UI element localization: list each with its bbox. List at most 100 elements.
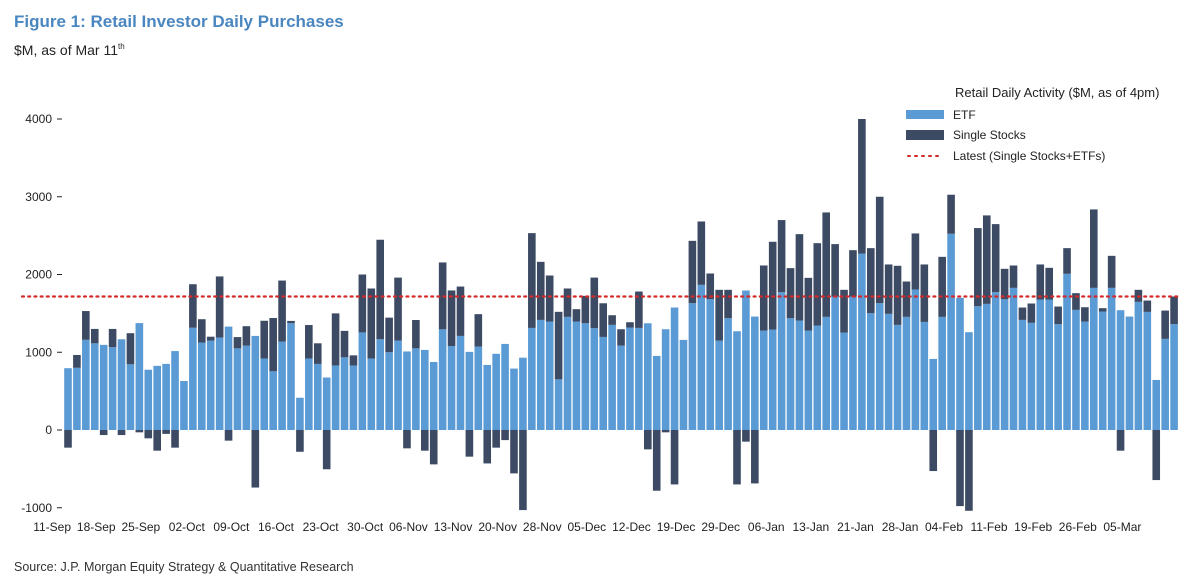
bar-etf xyxy=(956,297,964,430)
bar-etf xyxy=(260,358,269,430)
bar-etf xyxy=(572,321,581,430)
bar-single-stocks xyxy=(385,317,393,353)
bar-single-stocks xyxy=(938,256,946,317)
figure-subtitle: $M, as of Mar 11th xyxy=(14,42,125,58)
bar-single-stocks xyxy=(840,289,848,333)
figure-title: Figure 1: Retail Investor Daily Purchase… xyxy=(14,12,344,31)
bar-single-stocks xyxy=(99,430,108,436)
x-tick-label: 05-Mar xyxy=(1103,520,1141,534)
y-axis: -1000 0 1000 2000 3000 4000 xyxy=(21,112,62,515)
bar-single-stocks xyxy=(920,264,929,322)
bar-single-stocks xyxy=(367,288,376,359)
bar-single-stocks xyxy=(349,355,358,366)
bar-etf xyxy=(626,327,634,430)
bar-etf xyxy=(831,296,839,430)
bar-single-stocks xyxy=(447,290,456,347)
bar-single-stocks xyxy=(1018,307,1027,320)
bar-single-stocks xyxy=(492,430,500,448)
bar-single-stocks xyxy=(313,343,322,364)
bar-etf xyxy=(875,303,884,430)
bar-etf xyxy=(1116,310,1125,430)
bar-single-stocks xyxy=(777,220,786,293)
bar-single-stocks xyxy=(331,313,340,366)
bar-single-stocks xyxy=(501,430,509,441)
bar-etf xyxy=(349,365,358,430)
bar-etf xyxy=(1000,299,1009,430)
bar-etf xyxy=(590,328,599,430)
bar-single-stocks xyxy=(242,326,251,346)
bar-single-stocks xyxy=(1054,306,1062,325)
x-tick-label: 18-Sep xyxy=(77,520,116,534)
bar-etf xyxy=(938,316,946,430)
bar-single-stocks xyxy=(786,268,795,319)
bar-single-stocks xyxy=(858,119,866,254)
bar-etf xyxy=(867,313,875,430)
bar-etf xyxy=(982,303,991,430)
legend-label-latest: Latest (Single Stocks+ETFs) xyxy=(953,149,1105,163)
bar-etf xyxy=(64,368,72,430)
bar-etf xyxy=(1090,287,1098,430)
bars xyxy=(64,119,1178,511)
bar-etf xyxy=(1027,322,1036,430)
bar-single-stocks xyxy=(215,276,224,338)
bar-single-stocks xyxy=(171,430,179,448)
bar-etf xyxy=(751,316,759,430)
bar-single-stocks xyxy=(1116,430,1125,451)
bar-etf xyxy=(135,323,144,430)
legend-label-single-stocks: Single Stocks xyxy=(953,128,1026,142)
bar-single-stocks xyxy=(1152,430,1161,481)
bar-etf xyxy=(1036,299,1045,430)
bar-single-stocks xyxy=(902,281,911,317)
bar-etf xyxy=(617,345,625,430)
bar-single-stocks xyxy=(483,430,492,464)
source-note: Source: J.P. Morgan Equity Strategy & Qu… xyxy=(14,560,354,574)
legend-label-etf: ETF xyxy=(953,108,976,122)
bar-etf xyxy=(251,335,260,430)
x-tick-label: 26-Feb xyxy=(1059,520,1097,534)
bar-single-stocks xyxy=(608,315,616,325)
bar-etf xyxy=(242,345,251,430)
bar-etf xyxy=(465,351,474,430)
bar-etf xyxy=(1134,301,1143,430)
bar-etf xyxy=(1170,324,1178,430)
y-tick-label: -1000 xyxy=(21,501,52,515)
bar-single-stocks xyxy=(376,239,384,340)
bar-single-stocks xyxy=(206,336,215,341)
x-tick-label: 30-Oct xyxy=(347,520,384,534)
bar-single-stocks xyxy=(697,221,706,285)
bar-etf xyxy=(108,347,117,430)
x-tick-label: 13-Nov xyxy=(434,520,473,534)
bar-etf xyxy=(171,351,179,430)
bar-etf xyxy=(974,306,982,430)
bar-etf xyxy=(929,358,938,430)
bar-etf xyxy=(697,284,706,430)
bar-etf xyxy=(322,377,331,430)
bar-single-stocks xyxy=(831,244,839,297)
bar-single-stocks xyxy=(742,430,750,442)
legend-swatch-etf xyxy=(906,110,944,119)
bar-single-stocks xyxy=(135,430,144,433)
bar-etf xyxy=(278,341,286,430)
bar-single-stocks xyxy=(849,250,857,297)
bar-etf xyxy=(296,397,304,430)
bar-etf xyxy=(786,318,795,430)
bar-etf xyxy=(519,357,527,430)
bar-single-stocks xyxy=(572,309,581,322)
bar-etf xyxy=(215,337,224,430)
bar-single-stocks xyxy=(1009,265,1018,288)
bar-single-stocks xyxy=(403,430,411,449)
bar-single-stocks xyxy=(260,320,269,359)
bar-etf xyxy=(180,381,188,430)
bar-etf xyxy=(884,313,893,430)
bar-single-stocks xyxy=(599,303,607,337)
bar-etf xyxy=(670,307,679,430)
bar-single-stocks xyxy=(929,430,938,472)
bar-single-stocks xyxy=(545,275,554,322)
bar-etf xyxy=(438,329,447,430)
bar-single-stocks xyxy=(322,430,331,470)
bar-single-stocks xyxy=(1090,209,1098,288)
x-tick-label: 23-Oct xyxy=(303,520,340,534)
bar-single-stocks xyxy=(269,318,277,372)
bar-single-stocks xyxy=(233,337,242,349)
bar-single-stocks xyxy=(117,430,126,436)
